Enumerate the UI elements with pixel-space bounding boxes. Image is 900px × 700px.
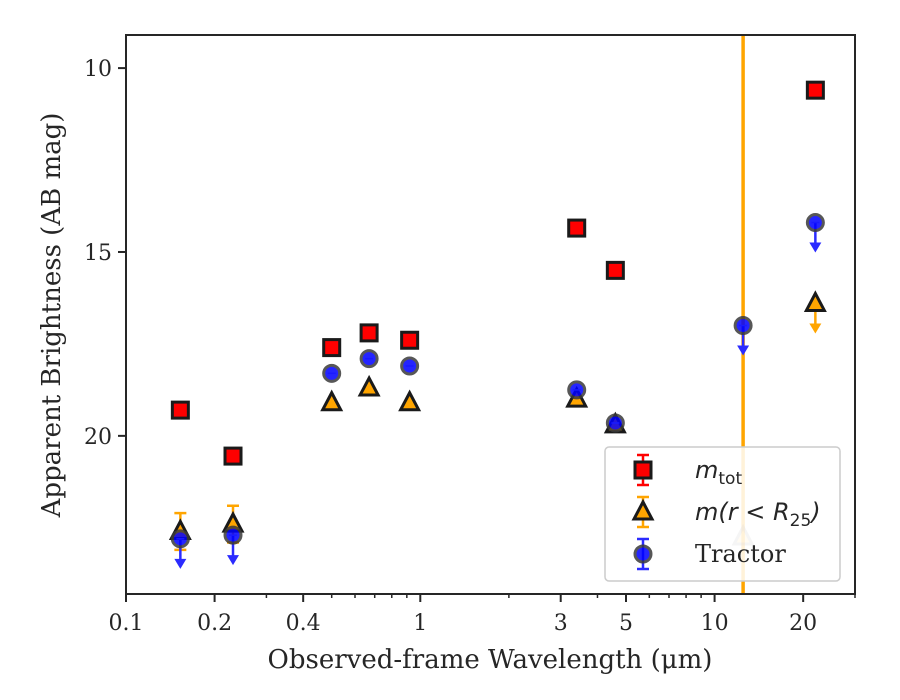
point-triangle-4 (398, 389, 422, 412)
y-tick-label-1: 15 (84, 241, 112, 266)
x-tick-label-1: 0.2 (197, 611, 232, 636)
x-tick-label-2: 0.4 (286, 611, 321, 636)
point-circle-7-limit-arrow-head (737, 345, 750, 356)
x-tick-label-4: 3 (554, 611, 568, 636)
plot-marks (168, 35, 827, 594)
x-tick-label-7: 20 (789, 611, 817, 636)
point-square-5 (567, 218, 587, 238)
point-triangle-8 (803, 290, 827, 312)
point-triangle-8-limit-arrow-head (809, 323, 822, 334)
legend-label-0: mtot (695, 456, 742, 489)
legend: mtot m(r < R25) Tractor (604, 446, 841, 582)
point-square-6 (605, 260, 625, 280)
series-square (170, 80, 825, 466)
plot-frame (125, 34, 856, 595)
point-square-3 (359, 323, 379, 343)
legend-marker-0 (633, 460, 653, 480)
point-square-4 (400, 330, 420, 350)
point-square-7 (805, 80, 825, 100)
point-triangle-2 (320, 389, 344, 412)
point-square-2 (322, 338, 342, 358)
point-square-0 (170, 400, 190, 420)
point-square-1 (223, 446, 243, 466)
point-circle-8-limit-arrow-head (809, 242, 822, 253)
legend-marker-1 (631, 498, 655, 521)
legend-label-1: m(r < R25) (695, 498, 821, 531)
legend-label-2: Tractor (695, 540, 786, 568)
x-axis-label: Observed-frame Wavelength (μm) (268, 645, 713, 675)
y-axis-label: Apparent Brightness (AB mag) (37, 113, 67, 519)
point-circle-0-limit-arrow-head (174, 558, 187, 569)
y-tick-label-2: 20 (84, 425, 112, 450)
y-tick-label-0: 10 (84, 57, 112, 82)
x-tick-label-5: 5 (619, 611, 633, 636)
point-triangle-3 (357, 374, 381, 397)
legend-marker-2 (633, 544, 653, 564)
x-tick-label-0: 0.1 (109, 611, 144, 636)
series-circle (170, 213, 825, 569)
legend-box (604, 446, 841, 582)
axis-ticks: 0.1 0.2 0.4 1 3 5 10 20 10 15 20 (84, 57, 856, 636)
x-tick-label-6: 10 (701, 611, 729, 636)
point-circle-1-limit-arrow-head (227, 555, 240, 566)
x-tick-label-3: 1 (413, 611, 427, 636)
